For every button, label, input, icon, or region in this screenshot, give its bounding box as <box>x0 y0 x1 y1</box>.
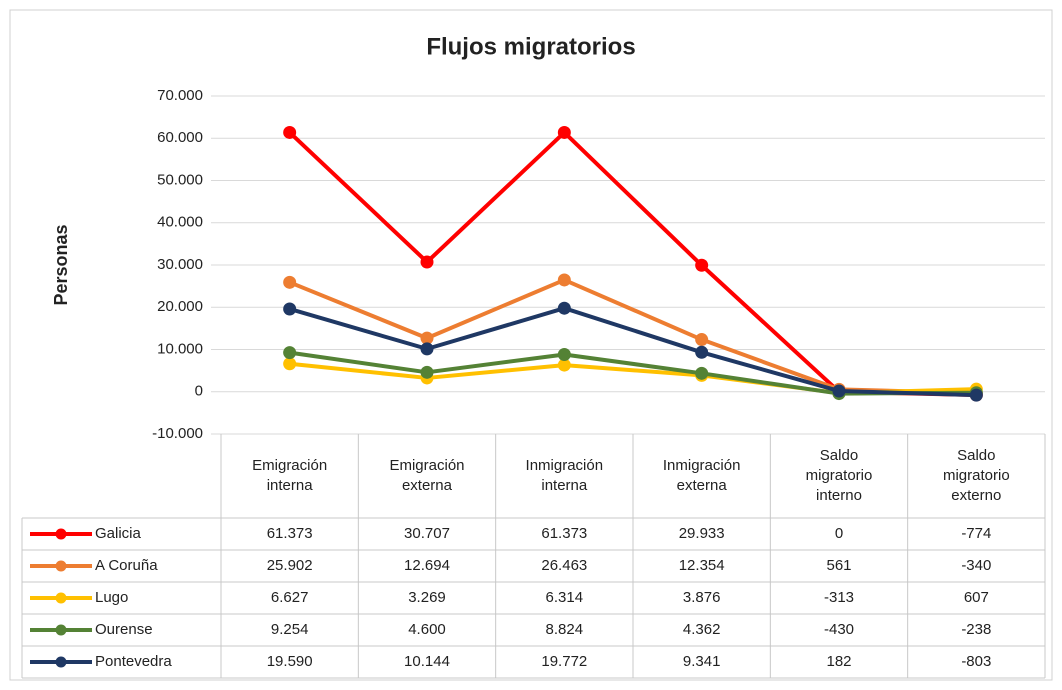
data-point <box>557 125 571 139</box>
table-value: 6.314 <box>546 589 584 606</box>
data-point <box>695 345 709 359</box>
header-wrap: Saldo migratorio externo <box>908 434 1045 518</box>
x-header-cell: Saldo migratorio interno <box>770 434 907 518</box>
legend-marker <box>55 592 67 604</box>
table-value: 561 <box>826 557 851 574</box>
table-value: 19.772 <box>541 653 587 670</box>
data-point <box>420 255 434 269</box>
chart-border <box>9 9 1053 681</box>
y-tick-label: -10.000 <box>152 425 203 442</box>
table-value: 29.933 <box>679 525 725 542</box>
legend-label: Pontevedra <box>95 653 172 670</box>
legend-label: A Coruña <box>95 557 158 574</box>
table-value: 61.373 <box>541 525 587 542</box>
y-tick-label: 70.000 <box>157 87 203 104</box>
y-tick-label: 10.000 <box>157 340 203 357</box>
data-point <box>283 275 297 289</box>
data-point <box>283 357 297 371</box>
chart-title: Flujos migratorios <box>426 33 635 60</box>
x-tick-label: Inmigración externa <box>662 457 741 494</box>
table-value: 6.627 <box>271 589 309 606</box>
data-point <box>695 258 709 272</box>
table-value: -803 <box>961 653 991 670</box>
x-header-cell: Inmigración interna <box>496 434 633 518</box>
x-tick-label: Emigración interna <box>252 457 328 494</box>
table-value: 10.144 <box>404 653 450 670</box>
data-point <box>969 388 983 402</box>
x-header-cell: Saldo migratorio externo <box>908 434 1045 518</box>
table-value: -340 <box>961 557 991 574</box>
legend-marker <box>55 560 67 572</box>
y-tick-label: 20.000 <box>157 298 203 315</box>
y-tick-label: 50.000 <box>157 171 203 188</box>
header-wrap: Emigración interna <box>221 434 358 518</box>
table-value: -238 <box>961 621 991 638</box>
x-header-cell: Emigración interna <box>221 434 358 518</box>
y-axis-label: Personas <box>51 224 71 305</box>
x-tick-label: Saldo migratorio externo <box>942 447 1010 504</box>
table-value: 30.707 <box>404 525 450 542</box>
table-value: -313 <box>824 589 854 606</box>
x-header-cell: Inmigración externa <box>633 434 770 518</box>
table-value: 9.341 <box>683 653 721 670</box>
table-value: 12.354 <box>679 557 725 574</box>
table-value: 3.876 <box>683 589 721 606</box>
y-tick-label: 60.000 <box>157 129 203 146</box>
header-wrap: Inmigración externa <box>633 434 770 518</box>
legend-marker <box>55 656 67 668</box>
y-tick-label: 0 <box>195 383 203 400</box>
legend-label: Galicia <box>95 525 142 542</box>
data-point <box>695 333 709 347</box>
table-value: 0 <box>835 525 843 542</box>
x-tick-label: Emigración externa <box>389 457 465 494</box>
data-point <box>420 342 434 356</box>
data-point <box>283 125 297 139</box>
data-point <box>557 358 571 372</box>
data-point <box>557 301 571 315</box>
table-value: 19.590 <box>267 653 313 670</box>
header-wrap: Inmigración interna <box>496 434 633 518</box>
data-point <box>283 346 297 360</box>
table-value: 12.694 <box>404 557 450 574</box>
table-value: 4.600 <box>408 621 446 638</box>
table-value: -774 <box>961 525 991 542</box>
table-value: 25.902 <box>267 557 313 574</box>
table-value: -430 <box>824 621 854 638</box>
table-value: 61.373 <box>267 525 313 542</box>
data-point <box>420 365 434 379</box>
x-header-cell: Emigración externa <box>358 434 495 518</box>
y-tick-label: 40.000 <box>157 214 203 231</box>
data-point <box>420 331 434 345</box>
table-value: 8.824 <box>546 621 584 638</box>
legend-marker <box>55 624 67 636</box>
y-tick-label: 30.000 <box>157 256 203 273</box>
data-point <box>557 273 571 287</box>
legend-label: Lugo <box>95 589 128 606</box>
data-point <box>695 366 709 380</box>
series-line <box>289 306 977 398</box>
header-wrap: Emigración externa <box>358 434 495 518</box>
table-value: 607 <box>964 589 989 606</box>
legend-marker <box>55 528 67 540</box>
data-point <box>832 384 846 398</box>
x-tick-label: Inmigración interna <box>525 457 604 494</box>
header-wrap: Saldo migratorio interno <box>770 434 907 518</box>
table-value: 4.362 <box>683 621 721 638</box>
data-point <box>283 302 297 316</box>
x-tick-label: Saldo migratorio interno <box>805 447 873 504</box>
table-value: 26.463 <box>541 557 587 574</box>
table-value: 3.269 <box>408 589 446 606</box>
data-point <box>557 347 571 361</box>
table-value: 182 <box>826 653 851 670</box>
legend-label: Ourense <box>95 621 153 638</box>
table-value: 9.254 <box>271 621 309 638</box>
